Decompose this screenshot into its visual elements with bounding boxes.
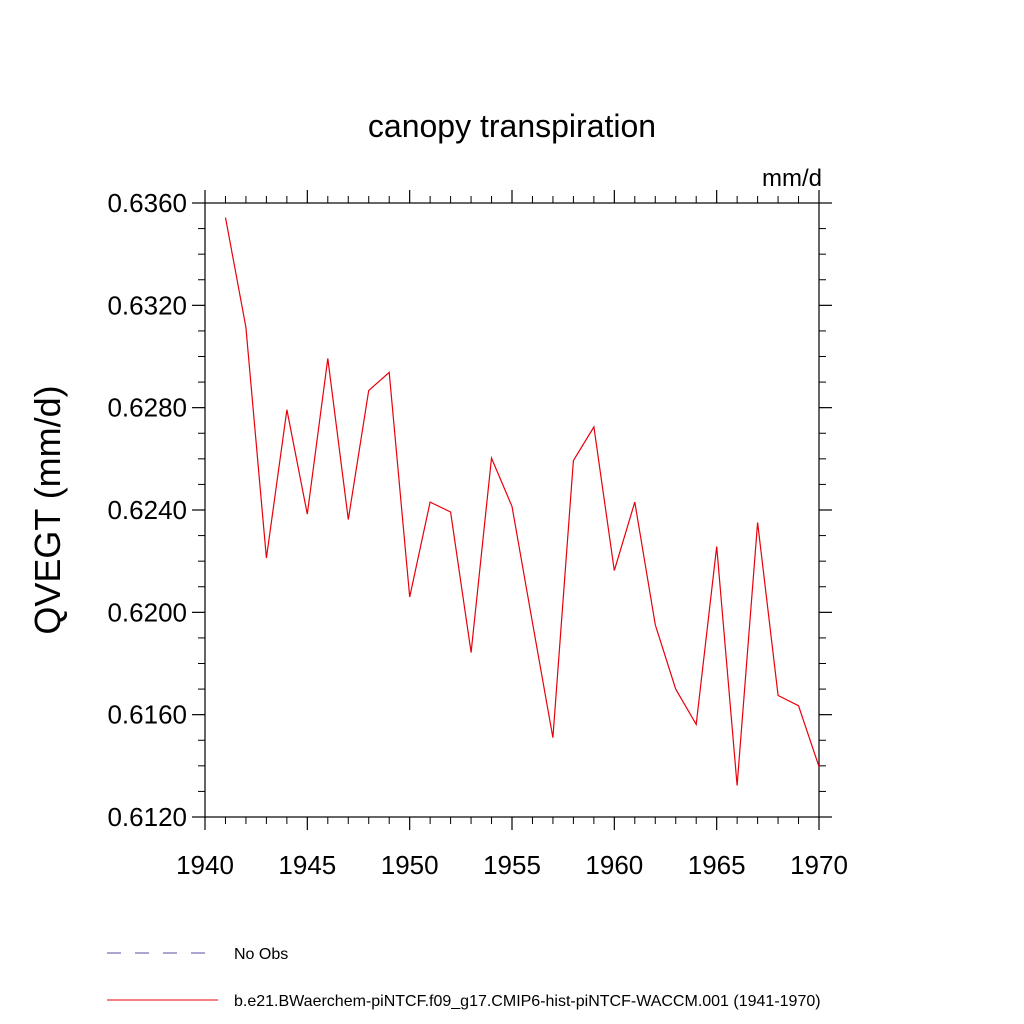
y-tick-label: 0.6200 xyxy=(107,597,187,627)
legend-label-0: No Obs xyxy=(234,946,288,963)
data-point xyxy=(470,651,473,654)
chart-title: canopy transpiration xyxy=(368,108,656,144)
series-line-0 xyxy=(224,217,820,786)
x-tick-label: 1965 xyxy=(688,850,746,880)
data-point xyxy=(572,459,575,462)
x-tick-label: 1940 xyxy=(176,850,234,880)
data-point xyxy=(654,623,657,626)
data-point xyxy=(674,688,677,691)
data-point xyxy=(367,389,370,392)
data-point xyxy=(736,784,739,787)
data-point xyxy=(490,457,493,460)
data-point xyxy=(224,216,227,219)
y-tick-label: 0.6120 xyxy=(107,802,187,832)
data-point xyxy=(551,736,554,739)
data-point xyxy=(449,511,452,514)
y-tick-label: 0.6320 xyxy=(107,290,187,320)
x-tick-label: 1945 xyxy=(278,850,336,880)
legend: No Obs b.e21.BWaerchem-piNTCF.f09_g17.CMI… xyxy=(107,946,821,1010)
x-tick-label: 1955 xyxy=(483,850,541,880)
data-point xyxy=(511,505,514,508)
data-point xyxy=(695,723,698,726)
data-point xyxy=(265,557,268,560)
data-point xyxy=(633,501,636,504)
data-point xyxy=(244,326,247,329)
legend-label-1: b.e21.BWaerchem-piNTCF.f09_g17.CMIP6-his… xyxy=(234,993,821,1010)
series-layer xyxy=(224,216,821,787)
axis-ticks xyxy=(192,190,832,830)
data-point xyxy=(388,371,391,374)
data-point xyxy=(715,545,718,548)
y-tick-label: 0.6240 xyxy=(107,495,187,525)
units-label: mm/d xyxy=(762,165,822,192)
data-point xyxy=(326,357,329,360)
y-axis-label: QVEGT (mm/d) xyxy=(27,385,68,634)
plot-frame xyxy=(204,202,820,818)
x-tick-label: 1970 xyxy=(790,850,848,880)
data-point xyxy=(592,425,595,428)
data-point xyxy=(797,704,800,707)
data-point xyxy=(756,521,759,524)
data-point xyxy=(613,569,616,572)
data-point xyxy=(429,501,432,504)
data-point xyxy=(347,518,350,521)
y-tick-label: 0.6360 xyxy=(107,188,187,218)
y-tick-label: 0.6160 xyxy=(107,700,187,730)
data-point xyxy=(285,408,288,411)
data-point xyxy=(531,621,534,624)
data-point xyxy=(818,765,821,768)
x-tick-label: 1950 xyxy=(381,850,439,880)
x-tick-label: 1960 xyxy=(585,850,643,880)
y-tick-label: 0.6280 xyxy=(107,393,187,423)
data-point xyxy=(306,513,309,516)
data-point xyxy=(777,694,780,697)
data-point xyxy=(408,595,411,598)
tick-labels: 1940 1945 1950 1955 1960 1965 1970 0.6120 0.6160… xyxy=(107,188,847,880)
